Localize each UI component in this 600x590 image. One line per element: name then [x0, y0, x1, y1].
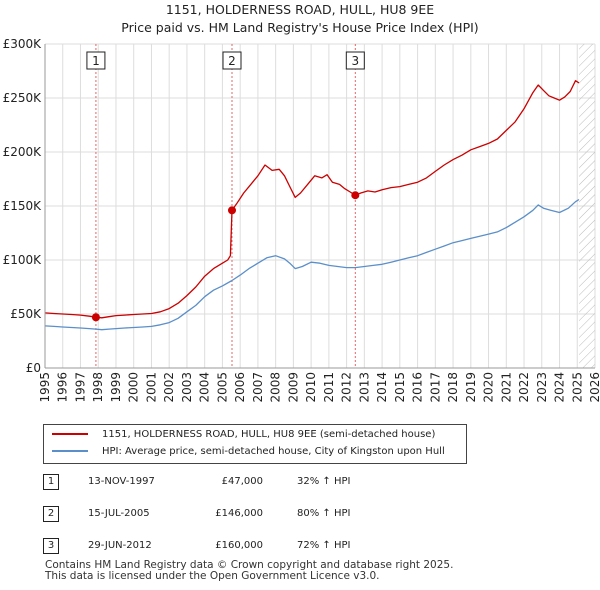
chart-subtitle: Price paid vs. HM Land Registry's House … [121, 20, 479, 35]
x-tick-label: 2016 [411, 372, 425, 403]
transaction-price: £160,000 [215, 540, 263, 551]
footer: Contains HM Land Registry data © Crown c… [45, 560, 453, 582]
transaction-price: £146,000 [215, 508, 263, 519]
y-tick-label: £150K [3, 199, 43, 213]
x-tick-label: 2022 [517, 372, 531, 403]
x-tick-label: 2024 [553, 372, 567, 403]
footer-licence: This data is licensed under the Open Gov… [45, 570, 380, 582]
y-tick-label: £200K [3, 145, 43, 159]
sale-number-label: 2 [228, 54, 236, 68]
x-tick-label: 2018 [446, 372, 460, 403]
x-tick-label: 2010 [304, 372, 318, 403]
legend: 1151, HOLDERNESS ROAD, HULL, HU8 9EE (se… [43, 424, 467, 464]
sale-point [351, 191, 360, 200]
x-tick-label: 1999 [109, 372, 123, 403]
x-tick-label: 2023 [535, 372, 549, 403]
x-tick-label: 2000 [127, 372, 141, 403]
sale-number-label: 1 [92, 54, 100, 68]
legend-swatch-hpi [52, 450, 88, 452]
price-chart: 1 2 3 £0 £50K £100K £150K £200K £250K £300K 1995 1… [3, 37, 600, 403]
x-tick-label: 2013 [357, 372, 371, 403]
x-tick-label: 2004 [198, 372, 212, 403]
y-tick-label: £300K [3, 37, 43, 51]
x-tick-label: 2011 [322, 372, 336, 403]
sale-number-box [222, 51, 242, 70]
y-tick-label: £250K [3, 91, 43, 105]
transaction-hpi-change: 80% ↑ HPI [297, 508, 351, 519]
legend-item-property: 1151, HOLDERNESS ROAD, HULL, HU8 9EE (se… [52, 427, 435, 443]
x-tick-label: 1998 [91, 372, 105, 403]
sale-number-box [86, 51, 106, 70]
y-tick-label: £100K [3, 253, 43, 267]
x-tick-label: 2014 [375, 372, 389, 403]
x-tick-label: 2025 [570, 372, 584, 403]
x-tick-label: 2020 [482, 372, 496, 403]
chart-title: 1151, HOLDERNESS ROAD, HULL, HU8 9EE [165, 2, 435, 17]
y-tick-label: £0 [26, 361, 41, 375]
x-tick-label: 1997 [73, 372, 87, 403]
x-tick-label: 1995 [38, 372, 52, 403]
sale-point [91, 313, 100, 322]
legend-label-property: 1151, HOLDERNESS ROAD, HULL, HU8 9EE (se… [102, 429, 436, 440]
sale-point [228, 206, 236, 215]
transaction-price: £47,000 [221, 476, 263, 487]
transaction-date: 13-NOV-1997 [88, 476, 155, 487]
x-tick-label: 2006 [233, 372, 247, 403]
sale-number-label: 3 [351, 54, 359, 68]
x-tick-label: 2005 [215, 372, 229, 403]
forecast-hatch-region [579, 44, 595, 368]
x-tick-label: 2009 [286, 372, 300, 403]
footer-copyright: Contains HM Land Registry data © Crown c… [45, 559, 454, 571]
x-tick-label: 2003 [180, 372, 194, 403]
transaction-date: 29-JUN-2012 [88, 540, 152, 551]
x-tick-label: 1996 [56, 372, 70, 403]
x-tick-label: 2019 [464, 372, 478, 403]
hpi-line [44, 198, 580, 331]
x-tick-label: 2001 [144, 372, 158, 403]
legend-swatch-property [52, 433, 88, 435]
x-tick-label: 2021 [499, 372, 513, 403]
x-tick-label: 2002 [162, 372, 176, 403]
legend-item-hpi: HPI: Average price, semi-detached house,… [52, 444, 445, 460]
x-tick-label: 2026 [588, 372, 600, 403]
transaction-date: 15-JUL-2005 [88, 508, 150, 519]
transaction-hpi-change: 32% ↑ HPI [297, 476, 351, 487]
transaction-hpi-change: 72% ↑ HPI [297, 540, 351, 551]
sale-number-box [345, 51, 365, 70]
x-tick-label: 2017 [428, 372, 442, 403]
x-tick-label: 2012 [340, 372, 354, 403]
property-price-line [44, 80, 580, 319]
transaction-number: 1 [43, 474, 59, 490]
x-tick-label: 2008 [269, 372, 283, 403]
y-tick-label: £50K [10, 307, 42, 321]
x-tick-label: 2015 [393, 372, 407, 403]
transaction-number: 3 [43, 538, 59, 554]
legend-label-hpi: HPI: Average price, semi-detached house,… [102, 446, 445, 457]
x-tick-label: 2007 [251, 372, 265, 403]
transaction-number: 2 [43, 506, 59, 522]
